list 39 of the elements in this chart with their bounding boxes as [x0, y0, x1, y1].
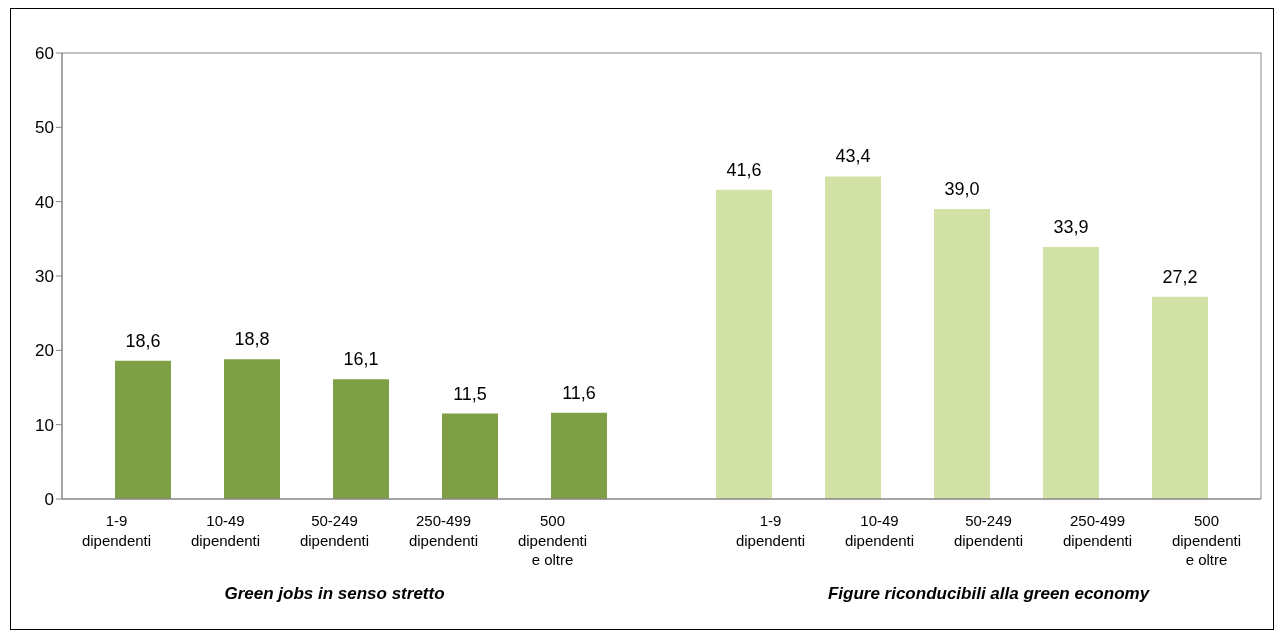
data-label: 43,4	[835, 146, 871, 167]
text: Figure riconducibili alla green economy	[827, 584, 1151, 603]
data-label: 16,1	[343, 349, 379, 370]
bar	[224, 359, 280, 499]
bar	[551, 412, 607, 499]
x-tick-label: 500 dipendenti e oltre	[517, 512, 588, 568]
y-tick-label: 50	[35, 118, 54, 138]
x-tick-label: 250-499 dipendenti	[1062, 512, 1133, 549]
x-tick-label: 10-49 dipendenti	[190, 512, 261, 549]
bar	[115, 360, 171, 499]
data-label: 41,6	[726, 159, 762, 180]
data-label: 11,5	[453, 383, 487, 404]
y-tick-label: 10	[35, 415, 54, 435]
x-tick-label: 10-49 dipendenti	[844, 512, 915, 549]
data-label: 18,8	[234, 329, 270, 350]
y-tick-label: 30	[35, 267, 54, 287]
bar	[716, 189, 772, 499]
data-label: 18,6	[125, 330, 161, 351]
x-tick-label: 50-249 dipendenti	[953, 512, 1024, 549]
data-label: 11,6	[562, 382, 596, 403]
bar	[333, 379, 389, 499]
y-tick-label: 0	[44, 490, 54, 510]
x-tick-label: 1-9 dipendenti	[735, 512, 806, 549]
x-tick-label: 250-499 dipendenti	[408, 512, 479, 549]
data-label: 39,0	[944, 179, 980, 200]
x-tick-label: 1-9 dipendenti	[81, 512, 152, 549]
text: Green jobs in senso stretto	[224, 584, 445, 603]
y-tick-label: 40	[35, 192, 54, 212]
bar	[1152, 296, 1208, 499]
y-tick-label: 60	[35, 44, 54, 64]
y-tick-label: 20	[35, 341, 54, 361]
x-tick-label: 50-249 dipendenti	[299, 512, 370, 549]
bar	[442, 413, 498, 499]
bar	[825, 176, 881, 499]
data-label: 33,9	[1053, 217, 1089, 238]
x-tick-label: 500 dipendenti e oltre	[1171, 512, 1242, 568]
bar	[1043, 247, 1099, 499]
data-label: 27,2	[1162, 266, 1198, 287]
bar	[934, 209, 990, 499]
